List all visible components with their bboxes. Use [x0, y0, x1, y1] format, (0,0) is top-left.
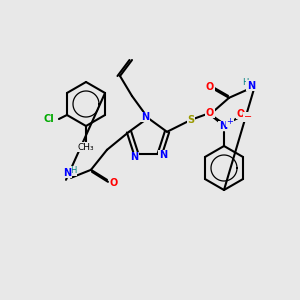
Text: −: −: [244, 112, 252, 122]
Text: N: N: [130, 152, 138, 162]
Text: O: O: [206, 108, 214, 118]
Text: N: N: [63, 168, 71, 178]
Text: +: +: [226, 118, 233, 127]
Text: N: N: [159, 150, 167, 160]
Text: S: S: [188, 115, 195, 125]
Text: N: N: [247, 81, 255, 91]
Text: Cl: Cl: [44, 114, 54, 124]
Text: H: H: [70, 166, 76, 175]
Text: O: O: [206, 82, 214, 92]
Text: O: O: [110, 178, 118, 188]
Text: O: O: [237, 109, 245, 119]
Text: CH₃: CH₃: [78, 142, 94, 152]
Text: N: N: [219, 121, 227, 131]
Text: N: N: [141, 112, 149, 122]
Text: H: H: [242, 78, 248, 87]
